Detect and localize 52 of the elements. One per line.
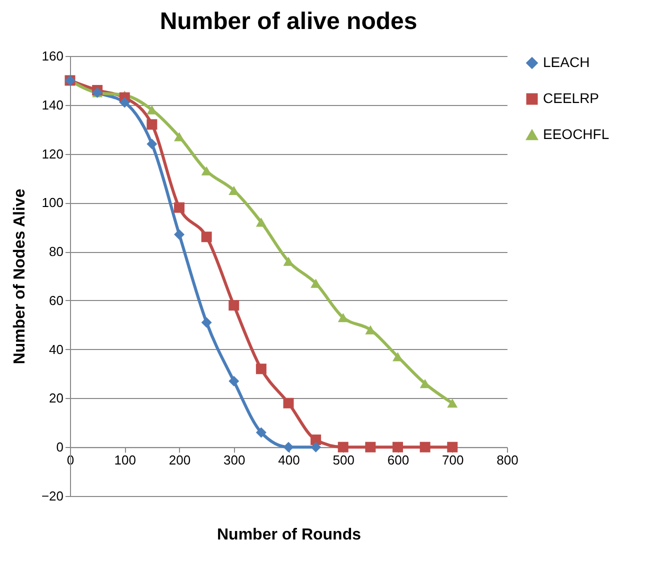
legend-label: LEACH: [543, 54, 590, 70]
x-tick-label: 400: [278, 452, 300, 468]
point: [256, 427, 266, 438]
point: [146, 119, 158, 130]
y-tick-label: 40: [49, 342, 64, 357]
y-axis-title: Number of Nodes Alive: [11, 188, 28, 364]
point: [228, 376, 240, 386]
point: [392, 352, 403, 362]
point: [283, 398, 294, 408]
y-tick-label: 20: [49, 390, 64, 406]
y-tick-label: 120: [42, 146, 64, 162]
x-tick-label: 700: [442, 452, 464, 468]
point: [338, 313, 348, 322]
x-tick-label: 100: [114, 452, 136, 468]
point: [256, 218, 266, 227]
point: [228, 186, 240, 195]
legend-label: EEOCHFL: [543, 126, 610, 142]
point: [174, 202, 184, 213]
point: [174, 132, 184, 142]
chart-title: Number of alive nodes: [160, 8, 418, 35]
point: [283, 256, 294, 266]
point: [310, 442, 322, 452]
y-tick-label: 60: [49, 292, 64, 308]
point: [310, 278, 322, 288]
y-tick-label: 0: [56, 440, 64, 455]
y-tick-label: 160: [42, 48, 64, 64]
point: [201, 317, 212, 328]
point: [283, 442, 294, 452]
point: [447, 442, 458, 452]
point: [228, 300, 240, 311]
point: [310, 434, 322, 446]
point: [338, 442, 348, 452]
point: [392, 442, 403, 452]
point: [119, 97, 130, 108]
point: [420, 442, 430, 452]
point: [256, 364, 266, 374]
point: [365, 442, 376, 452]
x-tick-label: 300: [224, 452, 246, 468]
point: [447, 398, 458, 408]
x-axis-title: Number of Rounds: [217, 526, 362, 544]
x-tick-label: 500: [332, 452, 354, 468]
x-tick-label: 600: [387, 452, 410, 468]
y-tick-label: 80: [49, 244, 64, 260]
x-tick-label: 800: [496, 452, 518, 468]
point: [146, 138, 158, 150]
y-tick-label: 140: [42, 97, 64, 112]
legend-label: CEELRP: [543, 90, 600, 106]
point: [174, 229, 184, 240]
y-tick-label: −20: [41, 488, 64, 504]
point: [201, 232, 212, 242]
x-tick-label: 200: [168, 452, 191, 468]
y-tick-label: 100: [42, 195, 64, 210]
